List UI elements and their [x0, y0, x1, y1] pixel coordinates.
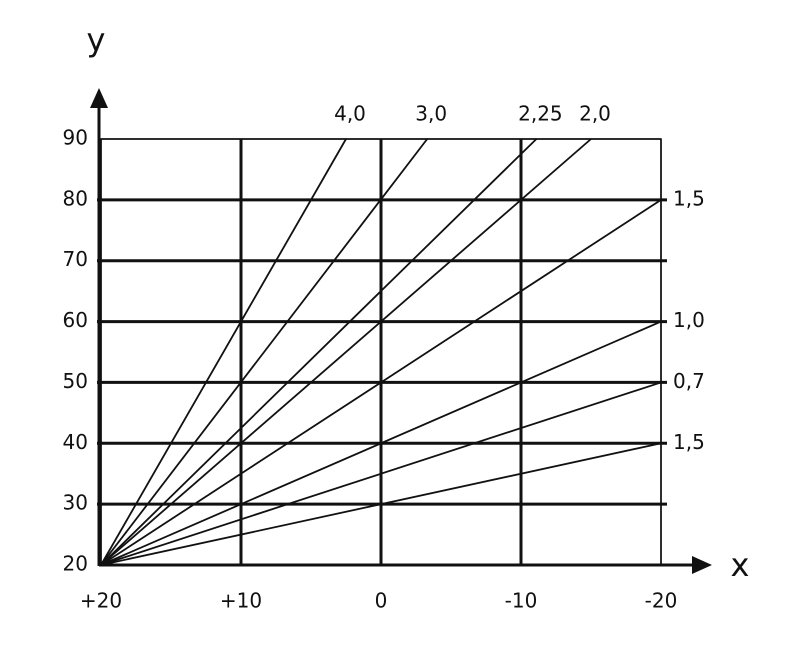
y-tick-label: 60 — [63, 308, 88, 332]
curve — [100, 199, 662, 566]
curve-label: 4,0 — [334, 102, 366, 126]
x-tick-label: -20 — [645, 589, 678, 613]
x-tick-label: -10 — [505, 589, 538, 613]
curve-label: 0,7 — [673, 369, 705, 393]
y-tick-label: 80 — [63, 186, 88, 210]
y-tick-label: 30 — [63, 491, 88, 515]
curve — [100, 442, 662, 566]
x-tick-label: +20 — [80, 589, 122, 613]
curve — [100, 138, 428, 566]
curve-label: 1,5 — [673, 186, 705, 210]
curve-label: 3,0 — [415, 102, 447, 126]
curve-label: 2,25 — [518, 102, 563, 126]
curve — [100, 138, 538, 566]
curve-label: 1,5 — [673, 430, 705, 454]
y-tick-label: 90 — [63, 126, 88, 150]
curve — [100, 138, 592, 566]
y-tick-label: 20 — [63, 552, 88, 576]
x-arrow — [692, 556, 712, 574]
x-tick-label: +10 — [220, 589, 262, 613]
x-axis-label: x — [731, 546, 750, 584]
curve — [100, 320, 662, 566]
y-tick-label: 50 — [63, 369, 88, 393]
curve — [100, 138, 347, 566]
curve-label: 2,0 — [579, 102, 611, 126]
curve-label: 1,0 — [673, 308, 705, 332]
y-tick-label: 70 — [63, 247, 88, 271]
y-axis-label: y — [87, 21, 106, 59]
x-tick-label: 0 — [375, 589, 388, 613]
curve — [100, 381, 662, 566]
y-arrow — [90, 88, 108, 108]
y-tick-label: 40 — [63, 430, 88, 454]
